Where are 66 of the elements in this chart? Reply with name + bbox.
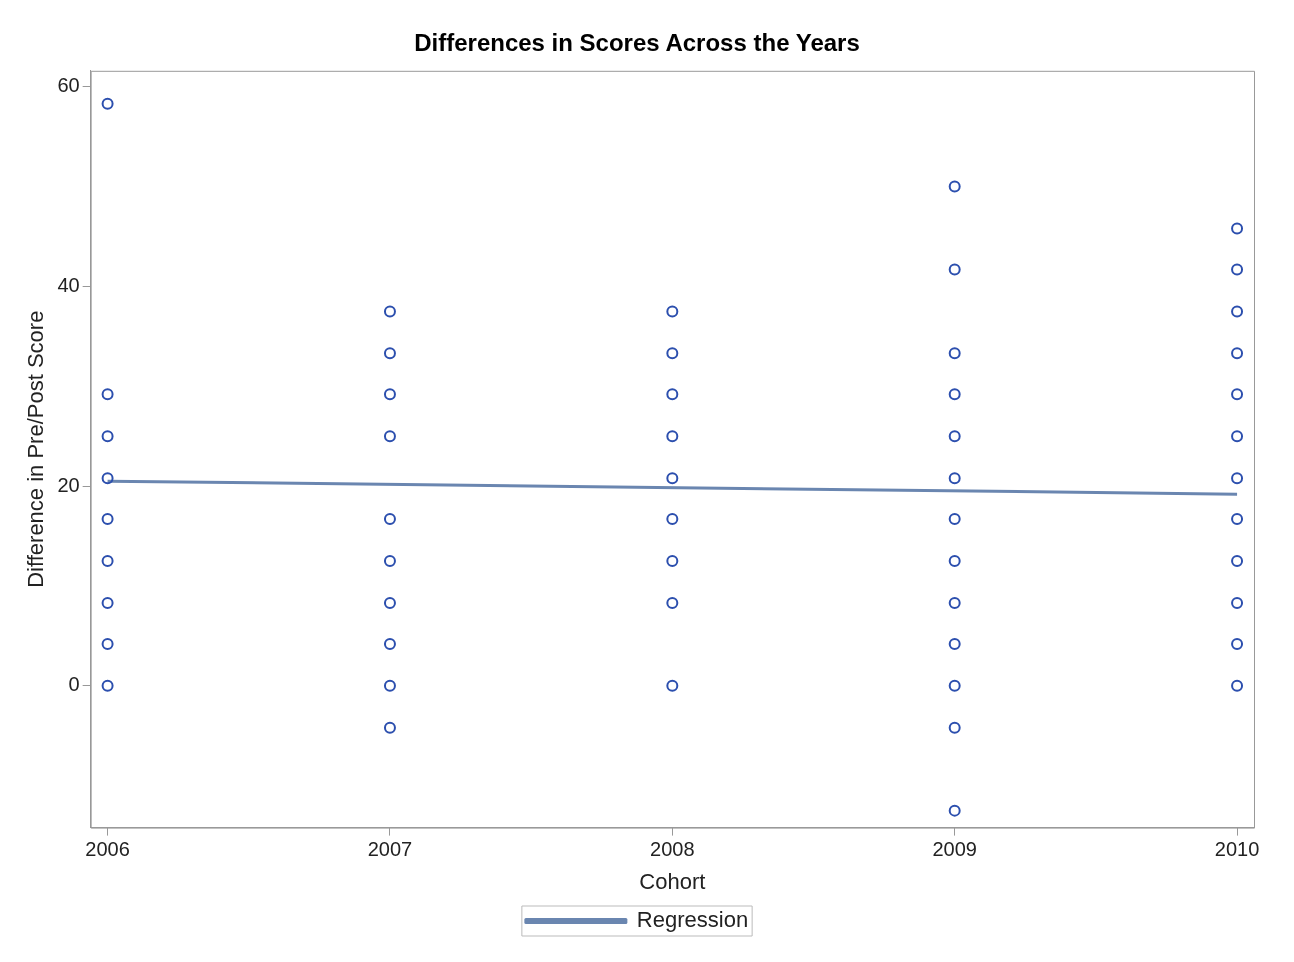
point xyxy=(383,513,396,526)
point xyxy=(948,180,961,193)
point xyxy=(666,347,679,360)
chart-title: Differences in Scores Across the Years xyxy=(414,29,860,57)
point xyxy=(948,596,961,609)
point xyxy=(383,430,396,443)
point xyxy=(101,513,114,526)
point xyxy=(948,430,961,443)
point xyxy=(1231,596,1244,609)
x-tick-label: 2010 xyxy=(1214,838,1260,861)
y-tick-label: 0 xyxy=(68,673,80,696)
y-axis-title: Difference in Pre/Post Score xyxy=(23,310,49,588)
point xyxy=(666,596,679,609)
point xyxy=(383,596,396,609)
x-tick-label: 2006 xyxy=(85,838,130,861)
point xyxy=(948,347,961,360)
point xyxy=(383,637,396,650)
point xyxy=(1231,347,1244,360)
legend-label: Regression xyxy=(636,907,749,933)
point xyxy=(101,637,114,650)
x-tick-label: 2008 xyxy=(650,838,695,861)
point xyxy=(383,388,396,401)
point xyxy=(1231,555,1244,568)
point xyxy=(666,472,679,485)
point xyxy=(1231,222,1244,235)
y-tick-label: 20 xyxy=(57,473,80,496)
point xyxy=(1231,637,1244,650)
point xyxy=(666,679,679,692)
point xyxy=(101,472,114,485)
point xyxy=(383,347,396,360)
point xyxy=(948,555,961,568)
point xyxy=(1231,513,1244,526)
point xyxy=(1231,679,1244,692)
y-tick-label: 40 xyxy=(57,273,80,296)
point xyxy=(948,513,961,526)
point xyxy=(666,430,679,443)
point xyxy=(1231,472,1244,485)
point xyxy=(666,388,679,401)
point xyxy=(101,555,114,568)
point xyxy=(948,637,961,650)
point xyxy=(101,596,114,609)
point xyxy=(666,305,679,318)
point xyxy=(666,513,679,526)
point xyxy=(383,721,396,734)
point xyxy=(101,430,114,443)
point xyxy=(383,679,396,692)
point xyxy=(101,388,114,401)
x-tick-label: 2007 xyxy=(367,838,413,861)
point xyxy=(383,305,396,318)
point xyxy=(948,472,961,485)
point xyxy=(948,263,961,276)
point xyxy=(666,555,679,568)
x-tick-label: 2009 xyxy=(932,838,977,861)
point xyxy=(101,679,114,692)
point xyxy=(101,97,114,110)
point xyxy=(1231,430,1244,443)
point xyxy=(948,804,961,817)
point xyxy=(948,388,961,401)
point xyxy=(948,679,961,692)
point xyxy=(1231,305,1244,318)
x-axis-title: Cohort xyxy=(639,868,706,894)
point xyxy=(1231,388,1244,401)
point xyxy=(1231,263,1244,276)
point xyxy=(383,555,396,568)
point xyxy=(948,721,961,734)
y-tick-label: 60 xyxy=(57,74,80,97)
